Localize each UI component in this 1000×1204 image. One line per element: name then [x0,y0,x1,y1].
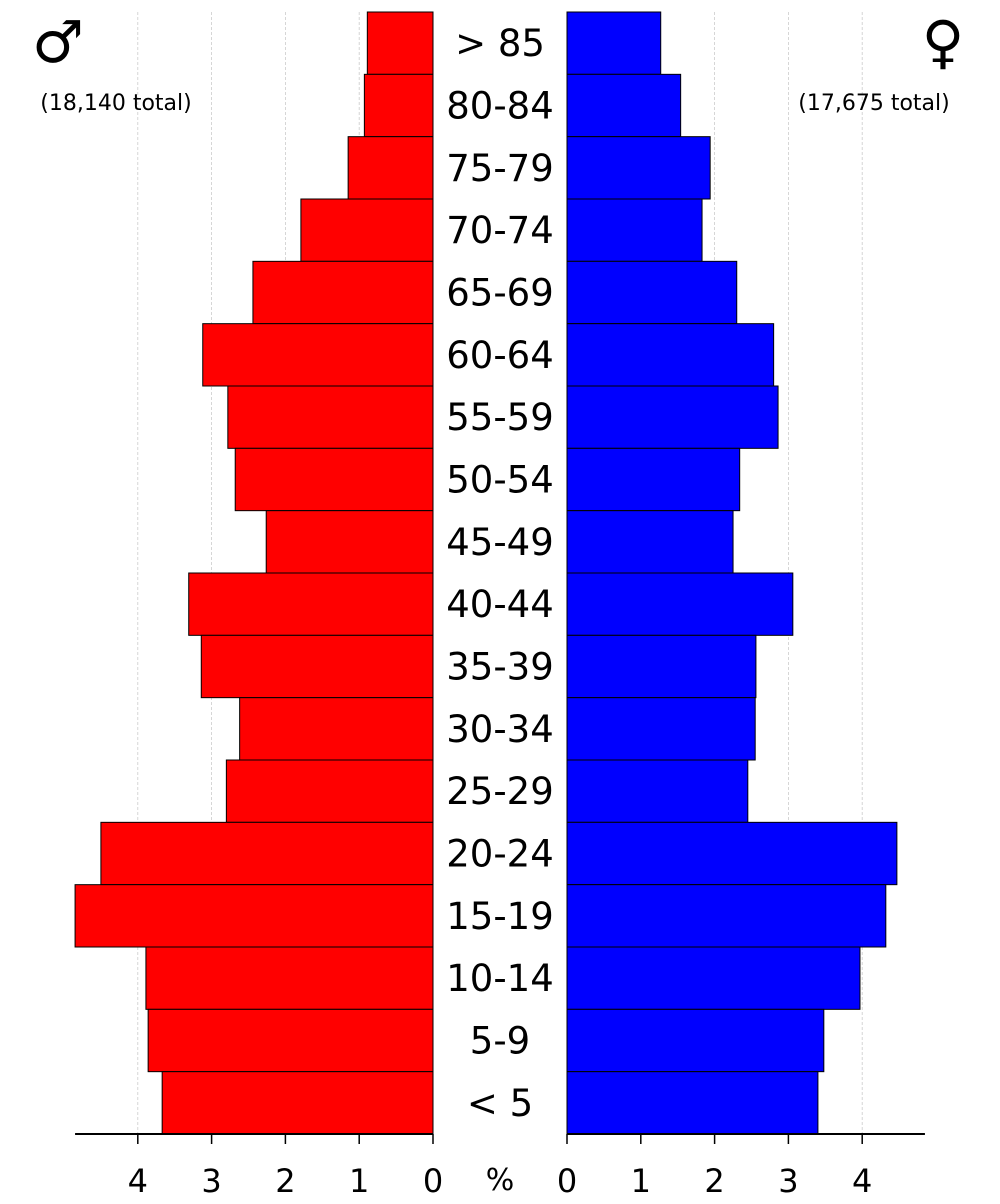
bar-male [74,884,434,948]
bar-male [145,946,434,1010]
age-group-label: 55-59 [446,396,554,439]
bar-female [566,821,898,886]
age-group-label: 15-19 [446,895,554,938]
bar-male [239,697,434,761]
age-group-label: 30-34 [446,708,554,751]
bar-male [252,260,434,325]
bar-male [200,634,434,699]
bar-male [202,323,434,387]
bar-female [566,447,741,512]
bar-male [188,572,434,636]
age-group-label: < 5 [467,1082,533,1125]
age-group-label: 35-39 [446,646,554,689]
bar-female [566,323,775,387]
tick-label-right: 3 [778,1162,798,1200]
female-total: (17,675 total) [798,91,949,116]
age-group-label: > 85 [455,22,545,65]
bar-female [566,260,738,325]
bar-female [566,634,757,699]
age-group-label: 65-69 [446,272,554,315]
bar-female [566,572,794,636]
bar-female [566,136,711,200]
age-group-label: 10-14 [446,957,554,1000]
bar-female [566,198,703,262]
bar-male [366,11,434,75]
tick-label-left: 4 [128,1162,148,1200]
tick-label-right: 0 [557,1162,577,1200]
bar-male [265,510,434,574]
female-symbol: ♀ [922,8,964,76]
tick-label-right: 1 [631,1162,651,1200]
bar-female [566,1071,819,1135]
age-group-label: 60-64 [446,334,554,377]
age-group-label: 5-9 [470,1020,530,1063]
age-group-label: 80-84 [446,85,554,128]
tick-label-left: 2 [275,1162,295,1200]
bar-female [566,510,734,574]
age-group-label: 70-74 [446,209,554,252]
bar-male [225,759,434,823]
bar-female [566,946,861,1010]
age-group-label: 20-24 [446,833,554,876]
age-group-label: 45-49 [446,521,554,564]
age-group-label: 25-29 [446,770,554,813]
tick-label-left: 3 [201,1162,221,1200]
bar-female [566,759,749,823]
bar-male [100,821,434,886]
bar-female [566,884,887,948]
bar-male [363,73,434,138]
bar-male [161,1071,434,1135]
bar-female [566,1008,825,1073]
bar-female [566,385,779,449]
bar-male [347,136,434,200]
unit-label: % [486,1163,515,1198]
bar-male [234,447,434,512]
tick-label-left: 1 [349,1162,369,1200]
bar-female [566,697,756,761]
age-group-label: 75-79 [446,147,554,190]
tick-label-right: 4 [852,1162,872,1200]
bar-male [300,198,434,262]
tick-label-right: 2 [704,1162,724,1200]
bar-female [566,11,662,75]
bar-male [147,1008,434,1073]
male-total: (18,140 total) [40,91,191,116]
age-group-label: 50-54 [446,459,554,502]
bar-female [566,73,682,138]
age-group-label: 40-44 [446,583,554,626]
bar-male [227,385,434,449]
tick-label-left: 0 [423,1162,443,1200]
male-symbol: ♂ [32,8,84,76]
